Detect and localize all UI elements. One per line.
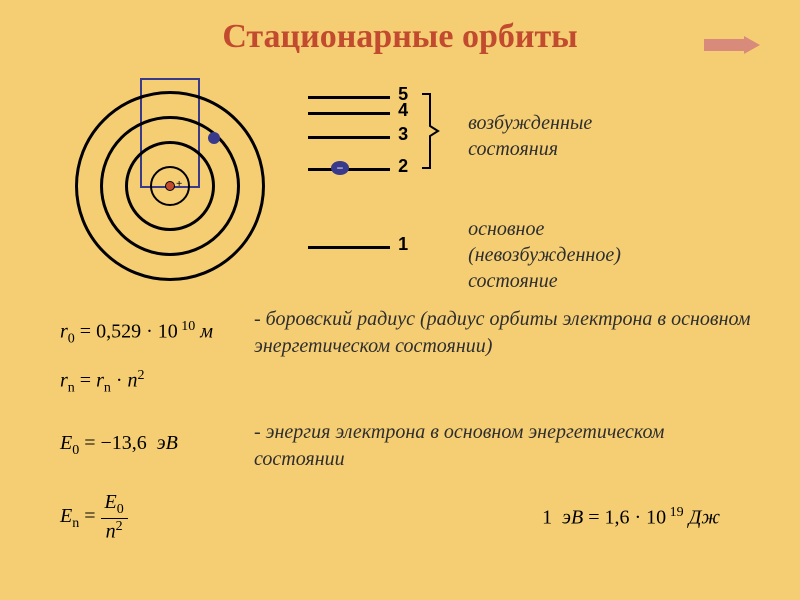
page-title: Стационарные орбиты [0,0,800,56]
nucleus-sign: + [176,178,182,190]
level-line-2 [308,168,390,171]
level-line-1 [308,246,390,249]
level-line-4 [308,112,390,115]
level-number-1: 1 [398,234,408,255]
row-e0: E0 = −13,6 эВ - энергия электрона в осно… [0,415,800,477]
next-arrow-icon[interactable] [704,36,760,59]
ground-line2: (невозбужденное) [468,244,621,266]
level-electron: − [331,161,349,175]
excited-line2: состояния [468,138,558,160]
level-number-2: 2 [398,156,408,177]
ground-line1: основное [468,218,544,240]
formula-r0: r0 = 0,529 · 10 10 м [60,319,230,348]
ground-state-label: основное (невозбужденное) состояние [468,216,621,294]
excited-states-label: возбужденные состояния [468,110,592,162]
desc-e0: - энергия электрона в основном энергетич… [254,419,760,473]
formula-en: En = E0 n2 [60,491,230,544]
desc-r0: - боровский радиус (радиус орбиты электр… [254,306,760,360]
ground-line3: состояние [468,270,558,292]
formula-ev: 1 эВ = 1,6 · 10 19 Дж [542,505,720,530]
level-number-3: 3 [398,124,408,145]
row-en: En = E0 n2 1 эВ = 1,6 · 10 19 Дж [0,487,800,548]
formula-e0: E0 = −13,6 эВ [60,432,230,459]
level-number-4: 4 [398,100,408,121]
row-rn: rn = rn · n2 [0,364,800,401]
level-line-5 [308,96,390,99]
nucleus: + [165,181,175,191]
diagram-row: + 5432−1 возбужденные состояния основное… [0,56,800,296]
formula-rn: rn = rn · n2 [60,368,230,397]
excited-bracket-icon [420,92,446,172]
energy-levels: 5432−1 [298,76,444,296]
row-r0: r0 = 0,529 · 10 10 м - боровский радиус … [0,302,800,364]
level-line-3 [308,136,390,139]
orbit-electron [208,132,220,144]
excited-line1: возбужденные [468,112,592,134]
atom-diagram: + [60,76,274,296]
